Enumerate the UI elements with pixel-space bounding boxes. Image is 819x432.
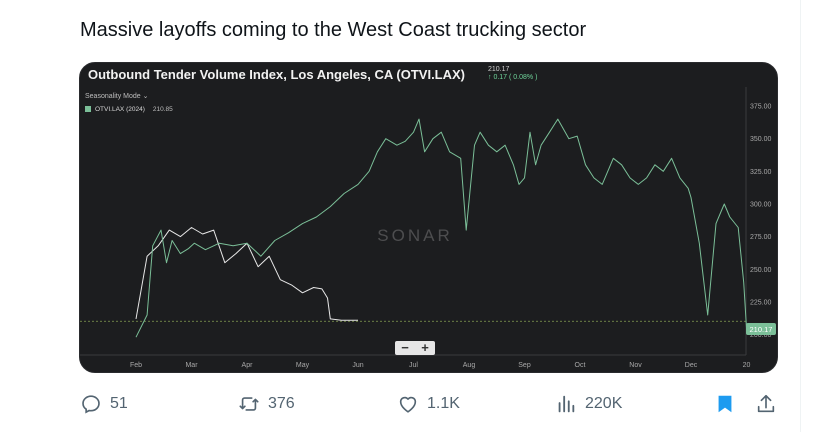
legend-swatch: [85, 106, 91, 113]
legend-series-value: 210.85: [152, 106, 173, 113]
retweet-button[interactable]: 376: [238, 391, 295, 417]
retweet-icon: [239, 397, 259, 411]
like-button[interactable]: 1.1K: [397, 391, 460, 417]
watermark: SONAR: [377, 226, 452, 245]
zoom-in-button[interactable]: +: [421, 340, 429, 355]
price-tag: [746, 323, 776, 335]
views-count: 220K: [585, 395, 623, 412]
y-tick-label: 275.00: [750, 234, 772, 241]
chevron-down-icon: ⌄: [142, 93, 149, 100]
x-tick-label: 20: [743, 362, 751, 369]
price-tag-label: 210.17: [750, 325, 773, 334]
series-line-2024: [135, 118, 747, 338]
bookmark-button[interactable]: [714, 391, 736, 417]
y-tick-label: 325.00: [750, 169, 772, 176]
chart-legend: OTVI.LAX (2024) 210.85: [85, 106, 173, 113]
x-tick-label: May: [296, 362, 310, 369]
chart-title: Outbound Tender Volume Index, Los Angele…: [88, 67, 466, 82]
series-line-prior: [135, 227, 358, 321]
seasonality-mode-toggle[interactable]: Seasonality Mode ⌄: [85, 92, 148, 100]
reply-button[interactable]: 51: [80, 391, 128, 417]
x-tick-label: Jun: [352, 362, 363, 369]
y-tick-label: 200.00: [750, 332, 772, 339]
timeline-border: [800, 0, 801, 432]
value-change: ↑ 0.17 ( 0.08% ): [488, 74, 538, 81]
heart-icon: [399, 396, 417, 413]
like-count: 1.1K: [427, 395, 460, 412]
share-icon: [757, 394, 775, 413]
x-tick-label: Dec: [685, 362, 698, 369]
x-tick-label: Nov: [629, 362, 642, 369]
reply-icon: [82, 395, 100, 414]
tweet-text: Massive layoffs coming to the West Coast…: [80, 19, 587, 41]
retweet-count: 376: [268, 395, 295, 412]
zoom-out-button[interactable]: −: [401, 340, 409, 355]
x-tick-label: Apr: [242, 362, 254, 369]
legend-series-name: OTVI.LAX (2024): [95, 106, 145, 113]
x-tick-label: Oct: [575, 362, 586, 369]
y-tick-label: 300.00: [750, 201, 772, 208]
x-tick-label: Jul: [409, 362, 418, 369]
title-value: 210.17 ↑ 0.17 ( 0.08% ): [488, 66, 537, 82]
y-tick-label: 375.00: [750, 104, 772, 111]
x-tick-label: Aug: [463, 362, 476, 369]
zoom-controls: − +: [395, 341, 435, 355]
seasonality-mode-label: Seasonality Mode: [85, 93, 141, 100]
share-button[interactable]: [755, 391, 777, 417]
views-button[interactable]: 220K: [555, 391, 622, 417]
y-tick-label: 350.00: [750, 136, 772, 143]
chart-plot: SONAR 200.00 225.00 250.00 275.00 300.00 325.…: [80, 87, 776, 369]
x-tick-label: Sep: [518, 362, 531, 369]
y-tick-label: 225.00: [750, 299, 772, 306]
x-tick-label: Feb: [130, 362, 142, 369]
current-value: 210.17: [488, 66, 510, 73]
y-tick-label: 250.00: [750, 267, 772, 274]
chart-image[interactable]: Outbound Tender Volume Index, Los Angele…: [79, 62, 778, 373]
reply-count: 51: [110, 395, 128, 412]
tweet-actions: 51 376 1.1K 220K: [0, 391, 800, 417]
views-icon: [558, 395, 575, 413]
bookmark-icon: [718, 395, 732, 413]
x-tick-label: Mar: [185, 362, 198, 369]
